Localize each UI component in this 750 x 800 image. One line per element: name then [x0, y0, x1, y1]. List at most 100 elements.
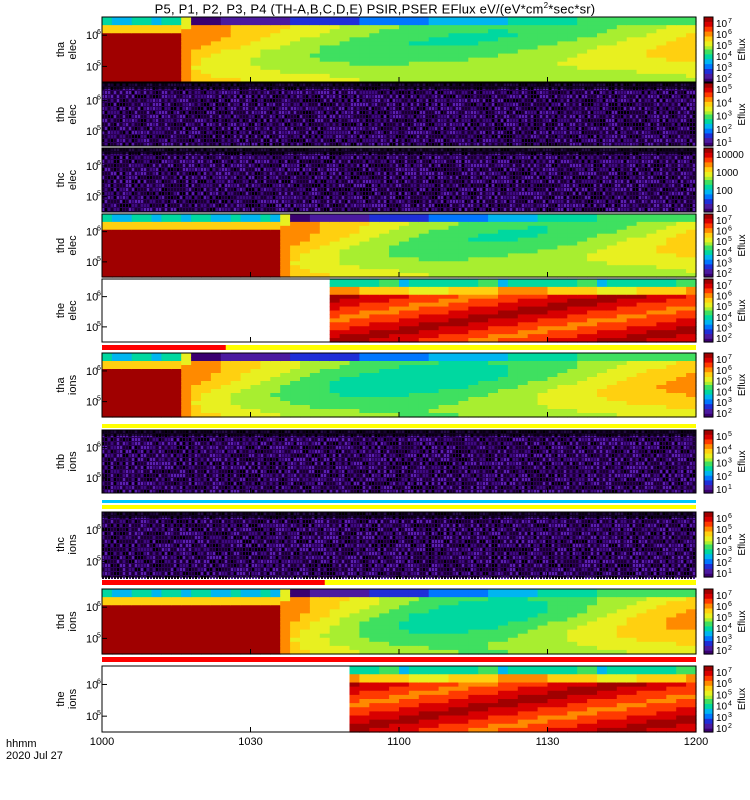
- noise-cell: [126, 188, 128, 191]
- noise-cell: [231, 91, 233, 94]
- noise-cell: [594, 123, 596, 126]
- noise-cell: [609, 127, 611, 130]
- noise-cell: [195, 196, 197, 199]
- noise-cell: [306, 95, 308, 98]
- noise-cell: [138, 139, 140, 142]
- heatmap-cell: [606, 53, 618, 59]
- noise-cell: [162, 143, 164, 146]
- heatmap-cell: [230, 49, 242, 55]
- heatmap-cell: [626, 69, 638, 75]
- noise-cell: [423, 111, 425, 114]
- noise-cell: [423, 95, 425, 98]
- noise-cell: [441, 127, 443, 130]
- noise-cell: [300, 139, 302, 142]
- noise-cell: [495, 103, 497, 106]
- noise-cell: [162, 139, 164, 142]
- noise-cell: [186, 180, 188, 183]
- noise-cell: [201, 91, 203, 94]
- noise-cell: [591, 103, 593, 106]
- noise-cell: [237, 143, 239, 146]
- noise-cell: [567, 143, 569, 146]
- heatmap-cell: [171, 41, 182, 47]
- noise-cell: [216, 143, 218, 146]
- noise-cell: [345, 95, 347, 98]
- noise-cell: [693, 103, 695, 106]
- noise-cell: [648, 95, 650, 98]
- noise-cell: [408, 127, 410, 130]
- noise-cell: [150, 184, 152, 187]
- noise-cell: [483, 115, 485, 118]
- heatmap-cell: [349, 21, 360, 26]
- noise-cell: [657, 143, 659, 146]
- noise-cell: [669, 91, 671, 94]
- noise-cell: [159, 127, 161, 130]
- noise-cell: [312, 131, 314, 134]
- heatmap-cell: [260, 21, 271, 26]
- noise-cell: [582, 103, 584, 106]
- noise-cell: [126, 172, 128, 175]
- heatmap-cell: [250, 53, 261, 59]
- heatmap-cell: [537, 17, 549, 22]
- noise-cell: [540, 115, 542, 118]
- noise-cell: [183, 192, 185, 195]
- noise-cell: [207, 111, 209, 114]
- noise-cell: [561, 115, 563, 118]
- noise-cell: [573, 107, 575, 110]
- heatmap-cell: [399, 73, 410, 79]
- noise-cell: [210, 143, 212, 146]
- noise-cell: [204, 91, 206, 94]
- noise-cell: [687, 143, 689, 146]
- heatmap-cell: [418, 57, 430, 63]
- noise-cell: [609, 99, 611, 102]
- noise-cell: [279, 99, 281, 102]
- noise-cell: [537, 119, 539, 122]
- noise-cell: [672, 95, 674, 98]
- noise-cell: [159, 91, 161, 94]
- noise-cell: [258, 119, 260, 122]
- noise-cell: [171, 139, 173, 142]
- noise-cell: [252, 131, 254, 134]
- noise-cell: [693, 111, 695, 114]
- heatmap-cell: [597, 57, 608, 63]
- heatmap-cell: [686, 21, 697, 26]
- noise-cell: [219, 172, 221, 175]
- noise-cell: [462, 119, 464, 122]
- noise-cell: [102, 184, 104, 187]
- heatmap-cell: [478, 17, 489, 22]
- noise-cell: [336, 111, 338, 114]
- noise-cell: [354, 143, 356, 146]
- noise-cell: [159, 103, 161, 106]
- noise-cell: [462, 139, 464, 142]
- noise-cell: [141, 111, 143, 114]
- heatmap-cell: [280, 53, 291, 59]
- noise-cell: [498, 91, 500, 94]
- noise-cell: [168, 143, 170, 146]
- noise-cell: [624, 143, 626, 146]
- noise-cell: [213, 143, 215, 146]
- noise-cell: [399, 111, 401, 114]
- heatmap-cell: [616, 41, 628, 47]
- noise-cell: [648, 123, 650, 126]
- noise-cell: [390, 99, 392, 102]
- noise-cell: [159, 172, 161, 175]
- noise-cell: [669, 115, 671, 118]
- noise-cell: [225, 168, 227, 171]
- noise-cell: [339, 139, 341, 142]
- noise-cell: [153, 99, 155, 102]
- heatmap-cell: [181, 25, 192, 30]
- heatmap-cell: [557, 77, 568, 83]
- noise-cell: [138, 156, 140, 159]
- noise-cell: [222, 184, 224, 187]
- noise-cell: [522, 91, 524, 94]
- heatmap-cell: [191, 45, 202, 51]
- heatmap-cell: [567, 33, 578, 38]
- noise-cell: [279, 119, 281, 122]
- noise-cell: [132, 95, 134, 98]
- heatmap-cell: [557, 53, 568, 59]
- noise-cell: [513, 111, 515, 114]
- noise-cell: [630, 95, 632, 98]
- noise-cell: [144, 91, 146, 94]
- noise-cell: [438, 143, 440, 146]
- heatmap-cell: [428, 49, 440, 55]
